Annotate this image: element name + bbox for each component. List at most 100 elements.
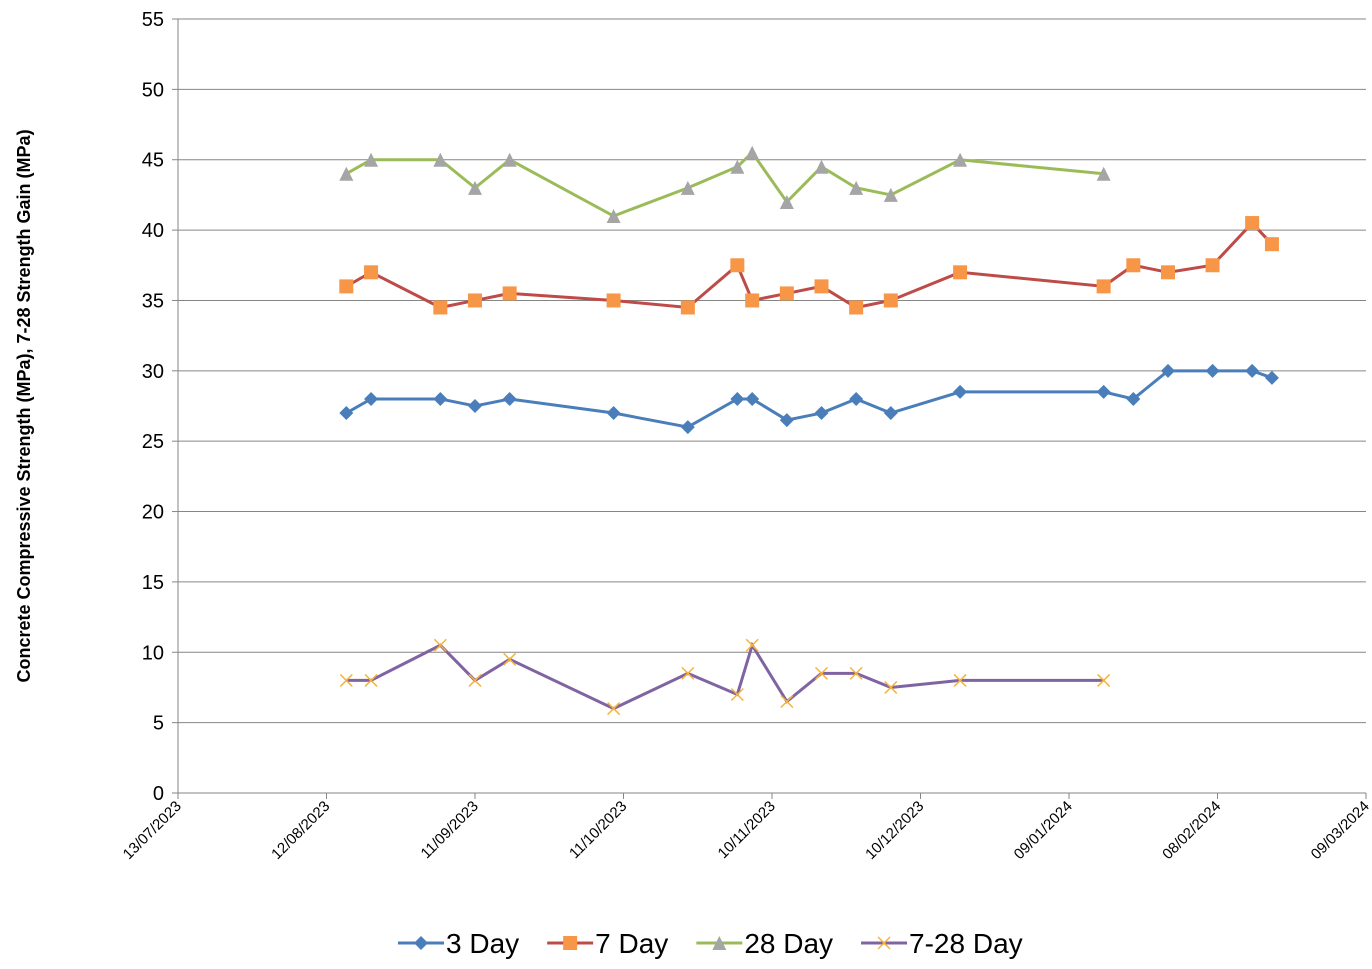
point bbox=[1126, 391, 1141, 406]
x-tick-label: 10/12/2023 bbox=[862, 798, 927, 863]
point bbox=[730, 391, 745, 406]
point bbox=[814, 159, 829, 174]
y-axis-title: Concrete Compressive Strength (MPa), 7-2… bbox=[14, 129, 34, 682]
y-tick-label: 25 bbox=[142, 431, 164, 453]
point bbox=[502, 391, 517, 406]
point bbox=[1096, 279, 1111, 294]
point bbox=[339, 673, 353, 687]
point bbox=[468, 673, 482, 687]
point bbox=[779, 194, 794, 209]
y-tick-label: 10 bbox=[142, 642, 164, 664]
point bbox=[433, 152, 448, 167]
legend-label: 7 Day bbox=[595, 928, 668, 959]
point bbox=[680, 300, 695, 315]
point bbox=[745, 145, 760, 160]
point bbox=[1161, 265, 1175, 280]
x-tick-label: 10/11/2023 bbox=[715, 798, 779, 862]
legend-marker bbox=[563, 936, 578, 950]
y-tick-label: 45 bbox=[142, 150, 164, 172]
x-tick-label: 13/07/2023 bbox=[120, 798, 185, 863]
point bbox=[503, 652, 517, 666]
point bbox=[364, 152, 379, 167]
y-tick-label: 0 bbox=[153, 783, 164, 805]
point bbox=[730, 687, 744, 702]
point bbox=[814, 279, 829, 294]
series-line bbox=[345, 150, 1104, 218]
point bbox=[814, 406, 829, 421]
point bbox=[745, 638, 759, 652]
y-tick-label: 40 bbox=[142, 220, 164, 242]
x-tick-label: 08/02/2024 bbox=[1159, 798, 1224, 863]
point bbox=[1264, 370, 1279, 385]
point bbox=[339, 406, 354, 421]
point bbox=[1161, 363, 1175, 378]
point bbox=[1264, 237, 1279, 252]
point bbox=[433, 391, 448, 406]
y-tick-label: 30 bbox=[142, 361, 164, 383]
point bbox=[1126, 258, 1141, 273]
point bbox=[1096, 166, 1111, 181]
point bbox=[849, 300, 864, 315]
point bbox=[364, 265, 379, 280]
legend-marker bbox=[414, 936, 428, 950]
point bbox=[953, 152, 968, 167]
point bbox=[849, 666, 863, 680]
point bbox=[433, 638, 447, 652]
point bbox=[1205, 363, 1220, 378]
point bbox=[468, 293, 482, 308]
point bbox=[606, 209, 621, 224]
series-line bbox=[346, 641, 1104, 711]
point bbox=[953, 384, 968, 399]
point bbox=[607, 702, 621, 716]
point bbox=[745, 391, 760, 406]
y-tick-label: 50 bbox=[142, 79, 164, 101]
x-tick-label: 09/01/2024 bbox=[1011, 798, 1076, 863]
point bbox=[339, 279, 354, 294]
legend-marker bbox=[877, 936, 891, 950]
point bbox=[745, 293, 760, 308]
point bbox=[502, 152, 517, 167]
y-tick-label: 5 bbox=[153, 713, 164, 735]
point bbox=[883, 406, 898, 421]
point bbox=[1096, 384, 1111, 399]
point bbox=[779, 286, 794, 301]
point bbox=[849, 180, 864, 195]
x-tick-label: 09/03/2024 bbox=[1308, 798, 1372, 863]
point bbox=[502, 286, 517, 301]
point bbox=[1245, 363, 1260, 378]
point bbox=[883, 293, 898, 308]
point bbox=[730, 258, 745, 273]
legend-label: 7-28 Day bbox=[909, 928, 1023, 959]
point bbox=[814, 666, 829, 680]
point bbox=[364, 673, 378, 687]
point bbox=[468, 180, 482, 195]
point bbox=[1205, 258, 1220, 273]
point bbox=[681, 666, 695, 680]
point bbox=[780, 694, 794, 709]
point bbox=[730, 159, 745, 174]
legend-label: 3 Day bbox=[446, 928, 519, 959]
point bbox=[364, 391, 379, 406]
point bbox=[606, 406, 621, 421]
point bbox=[680, 420, 695, 435]
point bbox=[884, 680, 898, 694]
y-tick-label: 55 bbox=[142, 9, 164, 31]
point bbox=[883, 187, 898, 202]
point bbox=[339, 166, 354, 181]
point bbox=[953, 673, 967, 687]
point bbox=[680, 180, 695, 195]
point bbox=[849, 391, 864, 406]
x-tick-label: 11/10/2023 bbox=[566, 798, 630, 862]
point bbox=[779, 413, 794, 428]
point bbox=[433, 300, 448, 315]
point bbox=[953, 265, 968, 280]
point bbox=[1245, 216, 1260, 231]
y-tick-label: 20 bbox=[142, 502, 164, 524]
x-tick-label: 12/08/2023 bbox=[268, 798, 333, 863]
point bbox=[1097, 673, 1111, 687]
legend-label: 28 Day bbox=[744, 928, 833, 959]
point bbox=[468, 399, 482, 413]
x-tick-label: 11/09/2023 bbox=[418, 798, 482, 862]
point bbox=[606, 293, 621, 308]
